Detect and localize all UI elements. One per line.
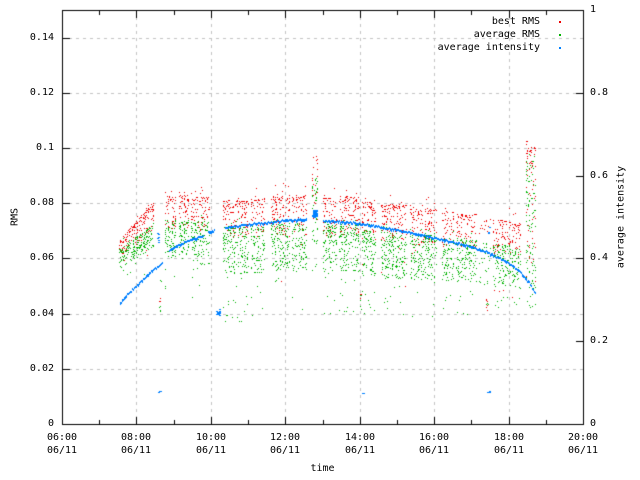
legend-item-best-rms: best RMS — [492, 16, 561, 28]
x-tick-label: 10:00 06/11 — [184, 431, 238, 457]
x-tick-date: 06/11 — [567, 445, 599, 456]
x-tick-time: 20:00 — [567, 432, 599, 443]
legend-item-average-rms: average RMS — [474, 29, 561, 41]
y-right-tick-label: 0.4 — [590, 252, 609, 263]
x-tick-time: 10:00 — [195, 432, 227, 443]
x-tick-label: 16:00 06/11 — [407, 431, 461, 457]
legend-marker-average-intensity — [559, 47, 561, 49]
legend-label-average-rms: average RMS — [473, 29, 540, 40]
x-tick-label: 20:00 06/11 — [556, 431, 610, 457]
y-right-tick-label: 0 — [590, 418, 597, 429]
x-tick-date: 06/11 — [195, 445, 227, 456]
x-tick-time: 12:00 — [269, 432, 301, 443]
legend-marker-average-rms — [559, 34, 561, 36]
y-right-tick-label: 0.6 — [590, 170, 609, 181]
x-tick-label: 12:00 06/11 — [258, 431, 312, 457]
y-left-tick-label: 0 — [47, 418, 54, 429]
legend-label-average-intensity: average intensity — [437, 42, 540, 53]
x-tick-time: 08:00 — [120, 432, 152, 443]
x-tick-label: 18:00 06/11 — [482, 431, 536, 457]
y-right-tick-label: 0.2 — [590, 335, 609, 346]
x-tick-label: 14:00 06/11 — [333, 431, 387, 457]
y-left-tick-label: 0.08 — [29, 197, 54, 208]
x-tick-label: 08:00 06/11 — [109, 431, 163, 457]
x-tick-date: 06/11 — [120, 445, 152, 456]
x-tick-date: 06/11 — [493, 445, 525, 456]
y-left-tick-label: 0.14 — [29, 32, 54, 43]
y-left-tick-label: 0.12 — [29, 87, 54, 98]
y-left-tick-label: 0.02 — [29, 363, 54, 374]
x-tick-time: 14:00 — [344, 432, 376, 443]
y-left-tick-label: 0.06 — [29, 252, 54, 263]
legend-item-average-intensity: average intensity — [438, 42, 561, 54]
x-axis-title: time — [310, 463, 335, 474]
x-tick-date: 06/11 — [46, 445, 78, 456]
y-right-tick-label: 0.8 — [590, 87, 609, 98]
x-tick-date: 06/11 — [344, 445, 376, 456]
y-right-tick-label: 1 — [590, 4, 597, 15]
x-tick-date: 06/11 — [418, 445, 450, 456]
y-left-tick-label: 0.04 — [29, 308, 54, 319]
legend-marker-best-rms — [559, 21, 561, 23]
legend-label-best-rms: best RMS — [491, 16, 540, 27]
x-tick-time: 18:00 — [493, 432, 525, 443]
x-tick-date: 06/11 — [269, 445, 301, 456]
x-tick-time: 16:00 — [418, 432, 450, 443]
x-tick-time: 06:00 — [46, 432, 78, 443]
x-tick-label: 06:00 06/11 — [35, 431, 89, 457]
y-left-tick-label: 0.1 — [35, 142, 54, 153]
